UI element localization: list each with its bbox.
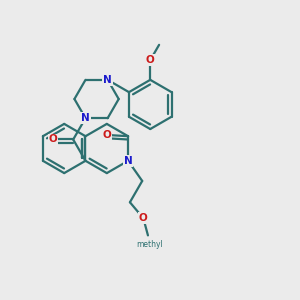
Text: methyl: methyl: [136, 240, 163, 249]
Text: N: N: [124, 156, 133, 166]
Text: O: O: [49, 134, 57, 145]
Text: N: N: [81, 113, 90, 123]
Text: N: N: [103, 75, 112, 85]
Text: O: O: [139, 213, 148, 223]
Text: O: O: [146, 55, 154, 65]
Text: O: O: [103, 130, 112, 140]
